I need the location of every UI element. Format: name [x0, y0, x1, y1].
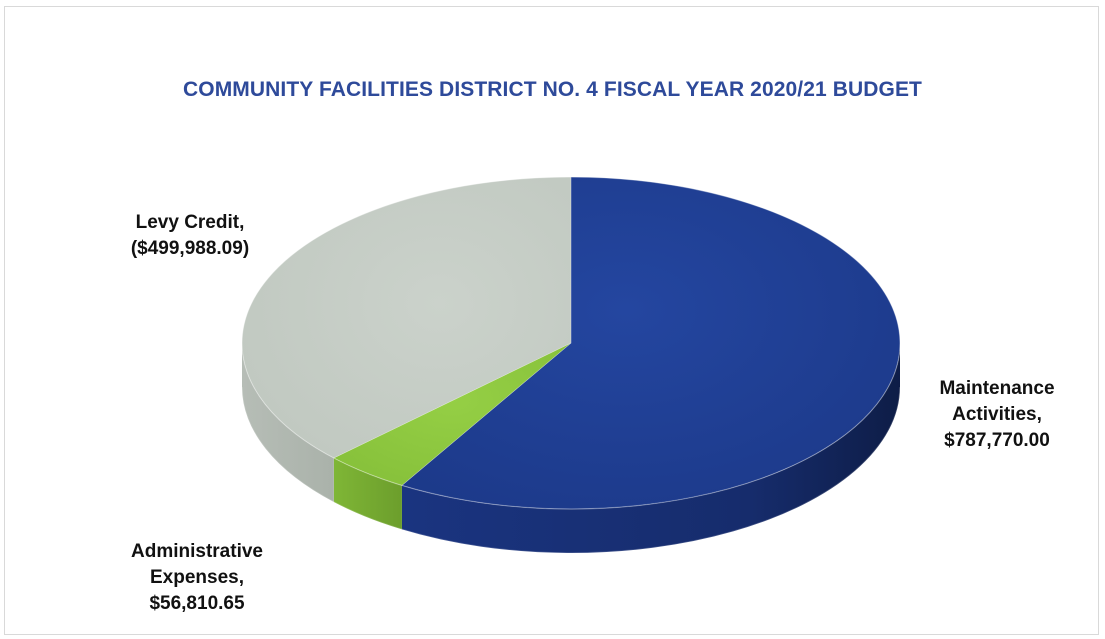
data-label-line: Maintenance [939, 378, 1054, 399]
data-label-administrative-expenses: Administrative Expenses, $56,810.65 [131, 541, 263, 614]
pie-side-maintenance-activities [401, 343, 900, 553]
pie-side-administrative-expenses [333, 458, 402, 530]
data-label-line: Activities, [952, 404, 1042, 425]
pie-side-levy-credit [242, 343, 334, 503]
data-label-maintenance-activities: Maintenance Activities, $787,770.00 [939, 378, 1054, 451]
pie-slice-group [241, 176, 901, 510]
data-label-levy-credit: Levy Credit, ($499,988.09) [131, 212, 249, 259]
data-label-line: $56,810.65 [149, 593, 245, 614]
data-label-line: Levy Credit, [136, 212, 245, 233]
pie-top-rim [241, 176, 901, 510]
pie-slice-maintenance-activities [401, 176, 901, 510]
data-label-line: Administrative [131, 541, 263, 562]
pie-side-group [241, 343, 901, 554]
pie-slice-administrative-expenses [333, 342, 572, 486]
chart-border [4, 6, 1099, 635]
data-label-line: Expenses, [150, 567, 244, 588]
pie-label-group: Maintenance Activities, $787,770.00 Adminis… [131, 212, 1055, 614]
pie-slice-levy-credit [241, 176, 572, 459]
chart-title: COMMUNITY FACILITIES DISTRICT NO. 4 FISC… [183, 78, 922, 101]
data-label-line: ($499,988.09) [131, 238, 249, 259]
pie-bottom-rim [241, 386, 901, 554]
data-label-line: $787,770.00 [944, 430, 1050, 451]
